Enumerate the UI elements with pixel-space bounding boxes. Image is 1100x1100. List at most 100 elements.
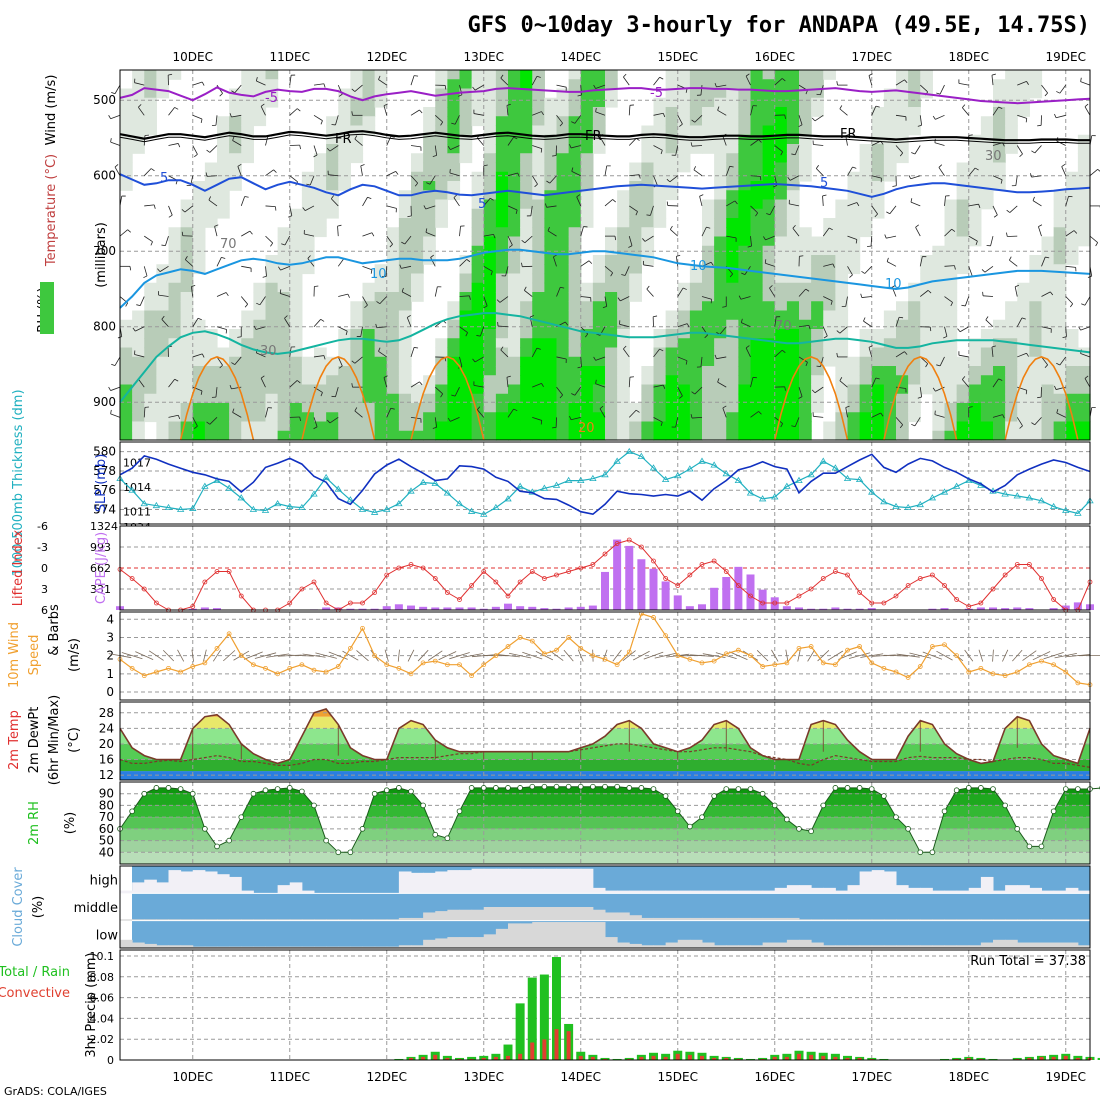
- rh-cell: [859, 171, 873, 182]
- rh-cell: [447, 421, 461, 432]
- rh-cell: [544, 144, 558, 154]
- cloud-low-bar-22: [386, 946, 400, 948]
- wind-barb-flag: [127, 229, 131, 233]
- rh-cell: [532, 301, 545, 312]
- wind10m-point-75: [1026, 662, 1032, 668]
- rh-cell: [568, 236, 582, 247]
- rh-cell: [435, 338, 448, 349]
- wind-barb-flag: [849, 274, 853, 278]
- cloud-high-bar-71: [980, 876, 994, 894]
- wind-barb: [337, 226, 339, 237]
- rh-cell: [653, 208, 667, 219]
- rh-cell: [1029, 273, 1043, 284]
- rh-cell: [217, 356, 230, 367]
- rh-cell: [374, 338, 388, 349]
- wind-barb-flag: [784, 386, 786, 391]
- rh-cell: [386, 347, 400, 358]
- wind-barb: [383, 377, 388, 388]
- wind-barb: [240, 196, 246, 207]
- thickness-point-68: [940, 488, 949, 495]
- rh-cell: [253, 347, 267, 358]
- rh-cell: [350, 153, 364, 164]
- rh-cell: [447, 162, 461, 173]
- rh2m-band-5: [120, 786, 1090, 794]
- cape-bar-61: [855, 608, 864, 610]
- wind-barb-flag: [911, 423, 916, 427]
- wind-barb-flag: [1081, 303, 1086, 306]
- rh-cell: [605, 282, 618, 293]
- rh-cell: [362, 125, 376, 136]
- wind-barb: [532, 111, 542, 116]
- wind10m-point-36: [554, 647, 559, 653]
- rh-cell: [471, 430, 485, 441]
- cloud-low-bar-54: [774, 942, 788, 948]
- rh-cell: [471, 329, 485, 339]
- rh-cell: [786, 282, 800, 293]
- rh-cell: [241, 430, 254, 441]
- rh-cell: [896, 97, 909, 108]
- wind-barb: [556, 356, 567, 360]
- rh-cell: [835, 403, 849, 413]
- rh-cell: [702, 292, 715, 302]
- rh-cell: [374, 421, 388, 432]
- rh-cell: [483, 208, 497, 219]
- wind-barb: [886, 261, 897, 267]
- rh-cell: [556, 134, 570, 145]
- wind-barb: [410, 145, 421, 148]
- wind10m-barb-28: [449, 652, 470, 660]
- wind-barb-flag: [500, 74, 504, 79]
- wind-barb-flag: [1029, 173, 1032, 178]
- rh-cell: [799, 292, 812, 302]
- thickness-point-21: [370, 508, 379, 515]
- lifted-tick-3: 3: [41, 583, 48, 596]
- wind-barb: [280, 265, 290, 271]
- wind-barb: [944, 326, 948, 337]
- rh-cell: [811, 393, 824, 404]
- rh-cell: [217, 430, 230, 441]
- rh-cell: [180, 338, 194, 349]
- wind10m-point-37: [566, 635, 572, 640]
- wind-barb-flag: [781, 349, 786, 354]
- wind-barb: [919, 256, 923, 267]
- rh-cell: [144, 125, 157, 136]
- rh-cell: [120, 88, 133, 99]
- lifted-axis-label: Lifted Index: [11, 529, 26, 606]
- rh-cell: [908, 347, 921, 358]
- wind-barb-flag: [957, 328, 961, 332]
- rh-cell: [1005, 301, 1018, 312]
- rh-cell: [1065, 255, 1079, 265]
- rh-cell: [677, 301, 691, 312]
- rh-cell: [289, 384, 303, 395]
- rh-cell: [277, 273, 291, 284]
- cape-bar-58: [819, 608, 828, 610]
- wind-barb: [1061, 166, 1067, 176]
- rh-cell: [520, 88, 533, 99]
- rh-cell: [762, 227, 776, 238]
- rh-cell: [835, 282, 849, 293]
- rh-cell: [799, 421, 812, 432]
- rh-cell: [847, 171, 861, 182]
- rh-cell: [544, 412, 558, 423]
- cloud-low-bar-28: [459, 937, 473, 948]
- wind-barb: [499, 296, 509, 303]
- cloud-middle-bar-58: [823, 919, 836, 921]
- rh-cell: [702, 356, 715, 367]
- lifted-point-20: [360, 600, 365, 606]
- rh-cell: [714, 116, 727, 127]
- rh-cell: [447, 116, 461, 127]
- rh-cell: [253, 319, 267, 330]
- wind-barb-flag: [621, 274, 626, 276]
- wind-barb-flag: [249, 230, 253, 235]
- rh-cell: [289, 208, 303, 219]
- rh-cell: [435, 125, 448, 136]
- wind-barb: [653, 416, 663, 423]
- rh-cell: [471, 319, 485, 330]
- rh-cell: [1017, 421, 1030, 432]
- precip-frame: [119, 949, 1091, 1061]
- wind-barb-flag: [899, 316, 904, 319]
- rh-cell: [386, 236, 400, 247]
- rh-cell: [786, 403, 800, 413]
- rh-cell: [217, 393, 230, 404]
- precip-convective-bar-36: [554, 1029, 559, 1060]
- rh-cell: [786, 218, 800, 228]
